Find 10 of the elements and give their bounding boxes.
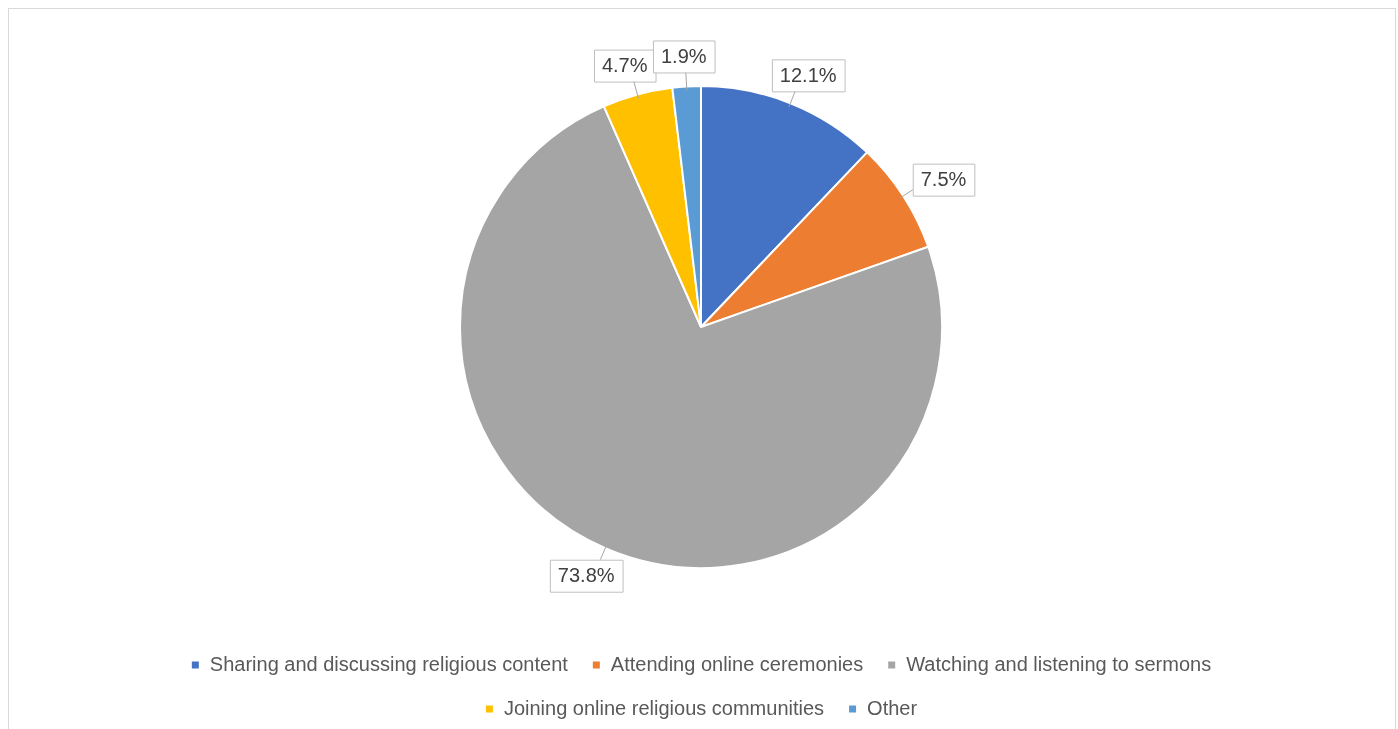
data-label: 12.1% — [779, 63, 837, 86]
legend-label: Watching and listening to sermons — [906, 652, 1212, 675]
legend-label: Attending online ceremonies — [610, 652, 864, 675]
legend-label: Sharing and discussing religious content — [209, 652, 569, 675]
data-label: 1.9% — [660, 45, 707, 67]
data-label: 7.5% — [920, 168, 967, 191]
legend-label: Joining online religious communities — [503, 696, 825, 719]
data-label: 73.8% — [557, 564, 615, 587]
data-label: 4.7% — [601, 54, 648, 77]
legend-label: Other — [867, 696, 918, 719]
